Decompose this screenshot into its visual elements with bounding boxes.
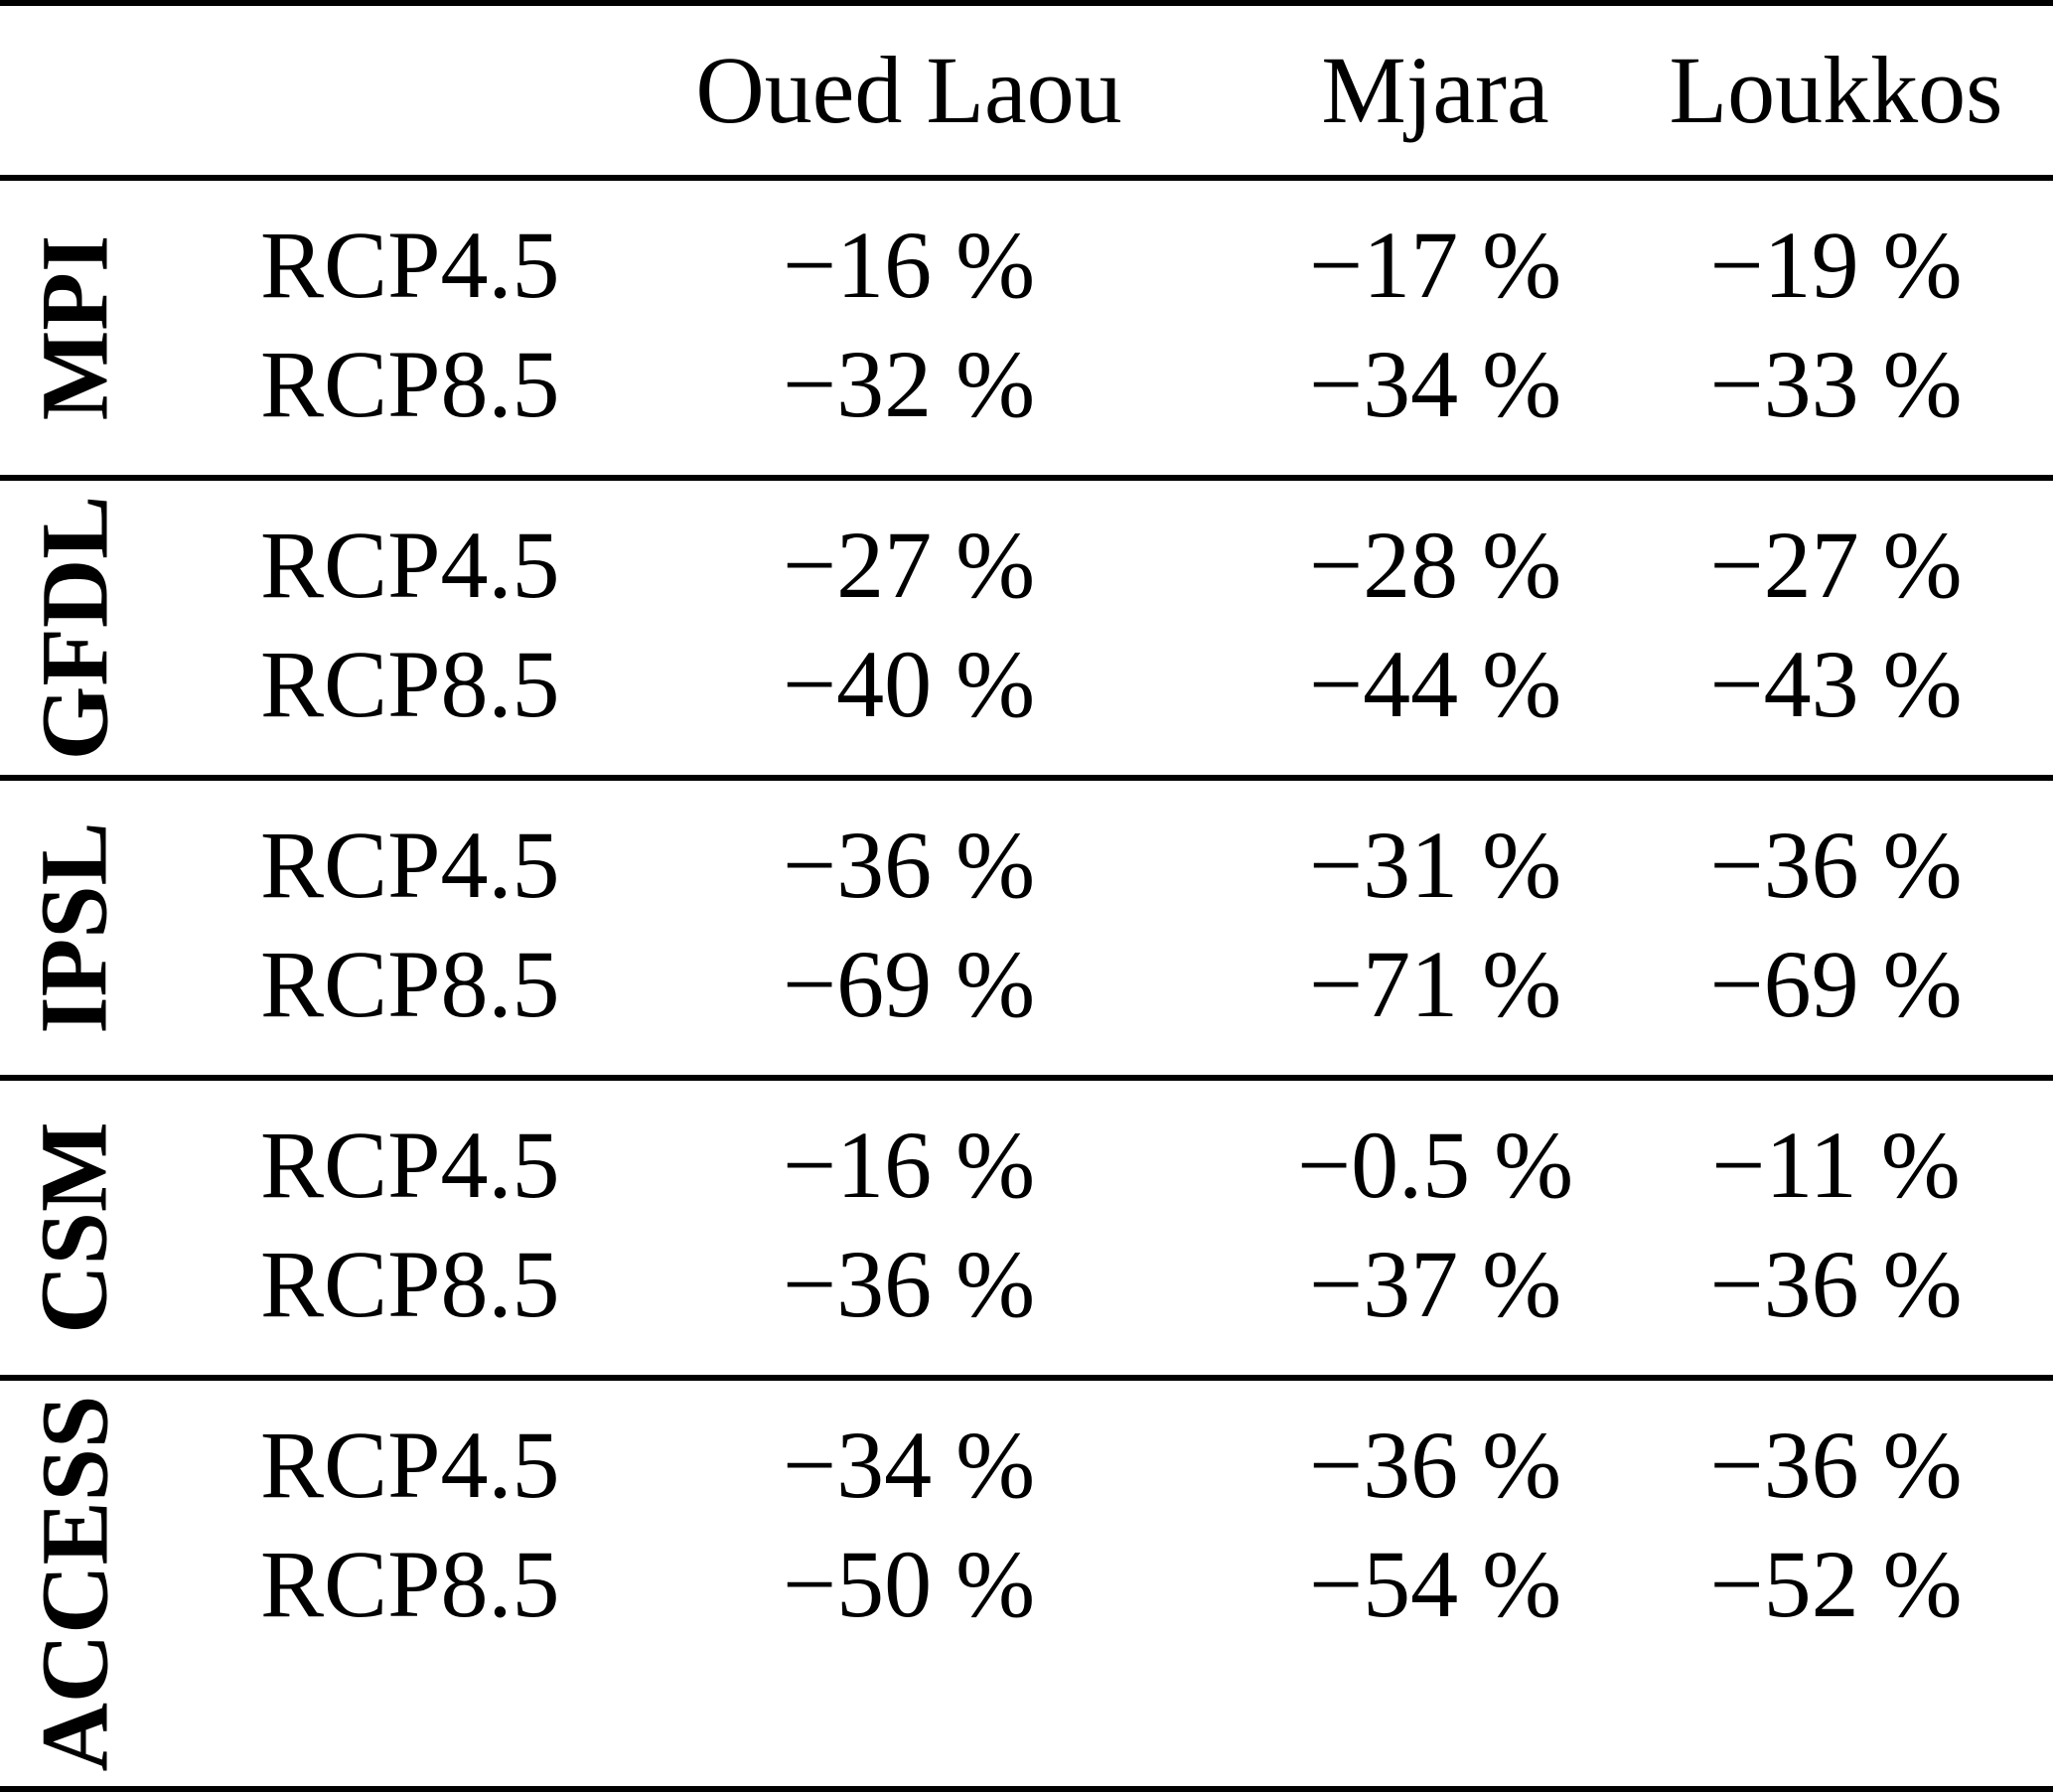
group-gfdl: GFDL RCP4.5 −27 % −28 % −27 % RCP8.5 −40… [0, 481, 2053, 781]
group-mpi: MPI RCP4.5 −16 % −17 % −19 % RCP8.5 −32 … [0, 181, 2053, 481]
table-row: RCP8.5 −40 % −44 % −43 % [0, 625, 2053, 744]
model-label-text: MPI [21, 234, 128, 421]
value-oued-laou: −36 % [782, 1231, 1036, 1338]
table-row: RCP8.5 −32 % −34 % −33 % [0, 325, 2053, 444]
scenario-label: RCP8.5 [260, 1531, 560, 1638]
scenario-label: RCP8.5 [260, 631, 560, 738]
table-row: RCP8.5 −36 % −37 % −36 % [0, 1225, 2053, 1344]
value-mjara: −17 % [1308, 212, 1562, 319]
value-loukkos: −69 % [1709, 931, 1963, 1038]
value-loukkos: −52 % [1709, 1531, 1963, 1638]
model-label-text: CSM [21, 1121, 128, 1334]
scenario-label: RCP4.5 [260, 812, 560, 919]
value-oued-laou: −16 % [782, 212, 1036, 319]
table-row: RCP4.5 −27 % −28 % −27 % [0, 506, 2053, 625]
table-row: RCP4.5 −16 % −0.5 % −11 % [0, 1106, 2053, 1225]
value-oued-laou: −40 % [782, 631, 1036, 738]
value-oued-laou: −27 % [782, 512, 1036, 619]
model-label-gfdl: GFDL [0, 481, 149, 775]
scenario-label: RCP4.5 [260, 512, 560, 619]
value-oued-laou: −34 % [782, 1412, 1036, 1519]
model-label-mpi: MPI [0, 181, 149, 475]
value-mjara: −71 % [1308, 931, 1562, 1038]
table-row: RCP4.5 −16 % −17 % −19 % [0, 206, 2053, 325]
table-row: RCP4.5 −34 % −36 % −36 % [0, 1406, 2053, 1525]
table-row: RCP8.5 −50 % −54 % −52 % [0, 1525, 2053, 1644]
scenario-label: RCP8.5 [260, 931, 560, 1038]
value-loukkos: −36 % [1709, 812, 1963, 919]
model-label-text: IPSL [21, 821, 128, 1034]
value-mjara: −54 % [1308, 1531, 1562, 1638]
model-label-ipsl: IPSL [0, 781, 149, 1075]
value-mjara: −44 % [1308, 631, 1562, 738]
scenario-label: RCP8.5 [260, 331, 560, 438]
group-ipsl: IPSL RCP4.5 −36 % −31 % −36 % RCP8.5 −69… [0, 781, 2053, 1081]
value-mjara: −0.5 % [1296, 1112, 1574, 1219]
table-row: RCP8.5 −69 % −71 % −69 % [0, 925, 2053, 1044]
header-row: Oued Laou Mjara Loukkos [0, 6, 2053, 181]
value-mjara: −37 % [1308, 1231, 1562, 1338]
value-mjara: −31 % [1308, 812, 1562, 919]
value-mjara: −28 % [1308, 512, 1562, 619]
scenario-label: RCP4.5 [260, 1412, 560, 1519]
value-loukkos: −27 % [1709, 512, 1963, 619]
group-access: ACCESS RCP4.5 −34 % −36 % −36 % RCP8.5 −… [0, 1381, 2053, 1786]
col-header-mjara: Mjara [1321, 37, 1549, 144]
group-csm: CSM RCP4.5 −16 % −0.5 % −11 % RCP8.5 −36… [0, 1081, 2053, 1381]
table-row: RCP4.5 −36 % −31 % −36 % [0, 806, 2053, 925]
model-label-text: GFDL [21, 495, 128, 761]
value-loukkos: −36 % [1709, 1231, 1963, 1338]
value-mjara: −34 % [1308, 331, 1562, 438]
scenario-label: RCP4.5 [260, 1112, 560, 1219]
value-oued-laou: −32 % [782, 331, 1036, 438]
value-oued-laou: −16 % [782, 1112, 1036, 1219]
model-label-access: ACCESS [0, 1381, 149, 1786]
value-loukkos: −36 % [1709, 1412, 1963, 1519]
value-oued-laou: −69 % [782, 931, 1036, 1038]
scenario-label: RCP8.5 [260, 1231, 560, 1338]
value-loukkos: −43 % [1709, 631, 1963, 738]
value-mjara: −36 % [1308, 1412, 1562, 1519]
model-label-csm: CSM [0, 1081, 149, 1375]
value-loukkos: −11 % [1711, 1112, 1961, 1219]
model-label-text: ACCESS [21, 1395, 128, 1772]
col-header-oued-laou: Oued Laou [695, 37, 1122, 144]
value-loukkos: −33 % [1709, 331, 1963, 438]
value-oued-laou: −36 % [782, 812, 1036, 919]
value-loukkos: −19 % [1709, 212, 1963, 319]
col-header-loukkos: Loukkos [1669, 37, 2003, 144]
value-oued-laou: −50 % [782, 1531, 1036, 1638]
scenario-label: RCP4.5 [260, 212, 560, 319]
